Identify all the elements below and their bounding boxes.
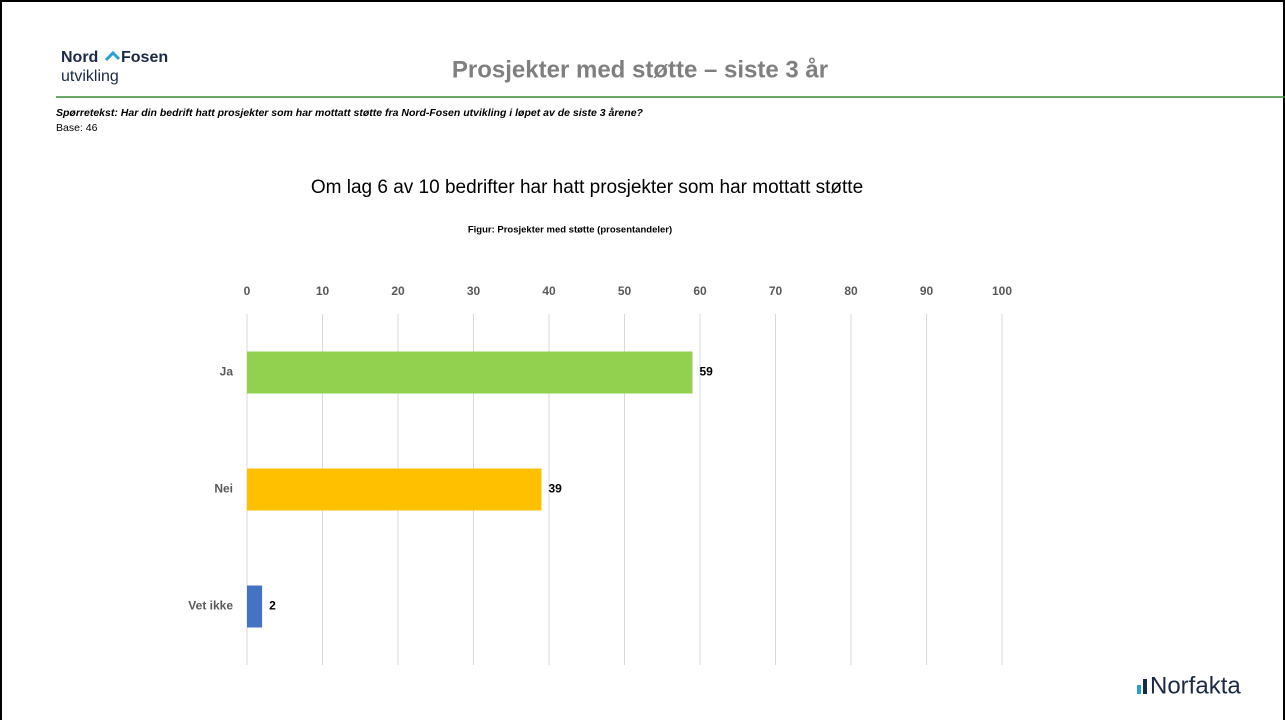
plot: 0 10 20 30 40 50 60 70 80 90 100 Ja 59 Nei 39 Vet ikke 2: [188, 284, 1012, 665]
logo-text: utvikling: [61, 68, 119, 85]
x-tick-label: 70: [769, 284, 783, 298]
chart-title: Om lag 6 av 10 bedrifter har hatt prosje…: [311, 177, 863, 198]
question: Spørretekst: Har din bedrift hatt prosje…: [56, 107, 644, 119]
x-tick-label: 20: [391, 284, 405, 298]
x-tick-label: 50: [618, 284, 632, 298]
slide-title: Prosjekter med støtte – siste 3 år: [452, 56, 828, 83]
x-tick-label: 60: [693, 284, 707, 298]
x-tick-label: 30: [467, 284, 481, 298]
logo-text: Nord: [61, 49, 98, 66]
bar: [247, 468, 542, 511]
y-tick-label: Nei: [214, 482, 233, 496]
footer-logo: Norfakta: [1150, 672, 1241, 699]
y-tick-label: Vet ikke: [188, 599, 233, 613]
base: Base: 46: [56, 122, 98, 134]
logo-icon: [104, 50, 121, 62]
y-tick-label: Ja: [220, 365, 234, 379]
logo-text: Fosen: [121, 49, 168, 66]
bar: [247, 585, 263, 628]
value-label: 59: [699, 365, 713, 379]
value-label: 2: [269, 599, 276, 613]
x-tick-label: 90: [920, 284, 934, 298]
value-label: 39: [548, 482, 562, 496]
bar: [247, 351, 693, 394]
x-tick-label: 10: [316, 284, 330, 298]
x-tick-label: 100: [992, 284, 1012, 298]
footer-logo-icon: [1137, 685, 1141, 694]
footer-logo-icon: [1143, 679, 1147, 694]
x-tick-label: 40: [542, 284, 556, 298]
chart-subtitle: Figur: Prosjekter med støtte (prosentand…: [468, 225, 672, 236]
x-tick-label: 80: [844, 284, 858, 298]
x-tick-label: 0: [244, 284, 251, 298]
